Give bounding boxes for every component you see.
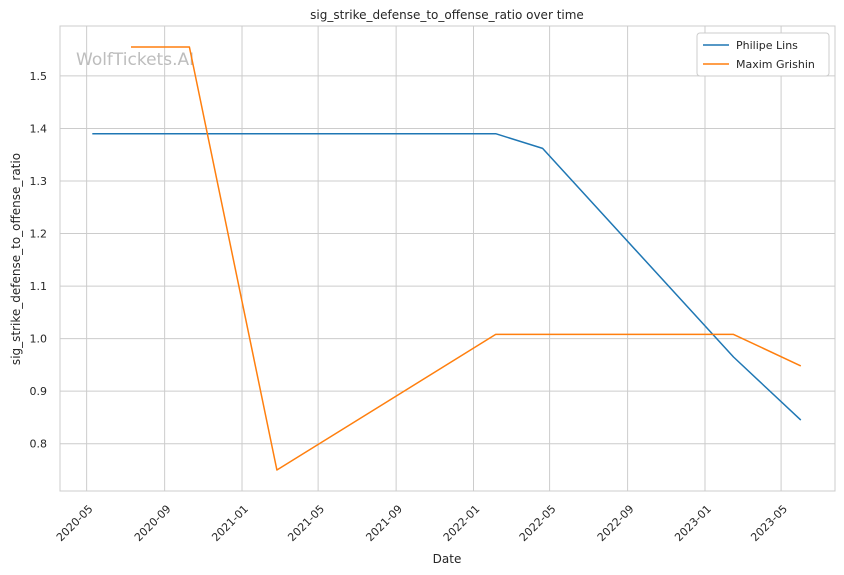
series-lines <box>92 46 802 471</box>
chart-title: sig_strike_defense_to_offense_ratio over… <box>310 8 584 22</box>
y-tick-label: 0.8 <box>30 438 48 451</box>
legend: Philipe Lins Maxim Grishin <box>696 32 830 77</box>
y-tick-label: 0.9 <box>30 385 48 398</box>
legend-label: Maxim Grishin <box>736 58 815 71</box>
y-axis-label: sig_strike_defense_to_offense_ratio <box>9 153 23 365</box>
watermark: WolfTickets.AI <box>76 50 194 70</box>
series-line-1 <box>131 46 802 471</box>
plot-frame <box>59 25 836 492</box>
y-tick-label: 1.3 <box>30 175 48 188</box>
grid-lines <box>60 26 835 491</box>
legend-box <box>696 32 830 77</box>
x-axis-label: Date <box>433 552 462 566</box>
y-tick-labels: 0.8 0.9 1.0 1.1 1.2 1.3 1.4 1.5 <box>30 70 48 451</box>
y-tick-label: 1.2 <box>30 228 48 241</box>
y-tick-label: 1.1 <box>30 280 48 293</box>
y-tick-label: 1.5 <box>30 70 48 83</box>
y-tick-label: 1.0 <box>30 333 48 346</box>
series-line-0 <box>92 132 802 421</box>
y-tick-label: 1.4 <box>30 122 48 135</box>
plot-area <box>60 26 835 491</box>
legend-label: Philipe Lins <box>736 39 798 52</box>
